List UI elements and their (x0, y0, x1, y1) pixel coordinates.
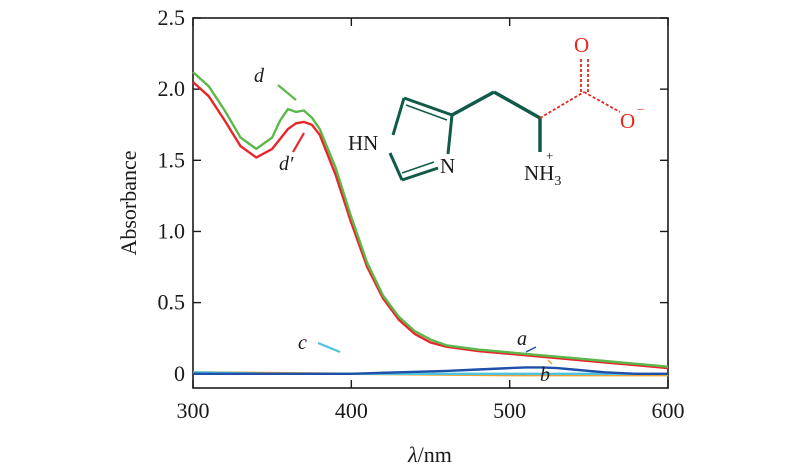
ring-bond-3 (446, 114, 454, 155)
y-tick-label: 2.5 (158, 5, 186, 30)
y-tick-label: 0.5 (158, 290, 186, 315)
ring-bond-5 (388, 152, 404, 181)
carboxyl-bond-3 (583, 91, 621, 113)
x-tick-label: 400 (335, 398, 368, 423)
chain-bond-1 (451, 90, 495, 117)
ring-bond-4b (401, 161, 435, 174)
ring-bond-1 (391, 97, 406, 136)
label-c: c (298, 332, 307, 354)
plot-frame (192, 17, 669, 389)
label-b: b (540, 364, 550, 386)
label-d: d (254, 65, 265, 87)
histidine-structure: HN N NH3 + O O − (348, 33, 644, 189)
label-a: a (517, 328, 527, 350)
x-tick-label: 300 (177, 398, 210, 423)
label-d-prime: d′ (279, 153, 294, 175)
y-tick-label: 1.5 (158, 147, 186, 172)
y-tick-label: 2.0 (158, 76, 186, 101)
carboxyl-bond-1 (539, 91, 585, 119)
atom-o-minus-charge: − (637, 102, 644, 117)
series-line-d-prime (192, 81, 669, 370)
series-layer (192, 71, 669, 377)
x-axis-ticks: 300 400 500 600 (177, 18, 685, 423)
atom-nh3-main: NH (524, 161, 554, 185)
label-d-prime-leader (292, 132, 305, 153)
x-axis-title: λ/nm (407, 442, 452, 467)
atom-n: N (440, 154, 455, 178)
chain-bond-2 (493, 90, 541, 120)
atom-nh3: NH3 (524, 161, 561, 189)
ring-bond-2 (403, 96, 453, 117)
x-tick-label: 600 (652, 398, 685, 423)
atom-hn: HN (348, 131, 378, 155)
y-axis-title: Absorbance (116, 150, 141, 255)
x-axis-title-symbol: λ (407, 442, 418, 467)
label-c-leader (317, 341, 341, 354)
y-axis-ticks: 0 0.5 1.0 1.5 2.0 2.5 (158, 5, 668, 386)
label-a-leader (525, 346, 537, 353)
atom-nh3-charge: + (546, 148, 553, 163)
atom-o-top: O (574, 33, 589, 57)
ring-bond-4 (401, 166, 439, 182)
x-tick-label: 500 (493, 398, 526, 423)
series-line-d (192, 71, 669, 368)
x-axis-title-unit: /nm (418, 442, 452, 467)
label-d-leader (277, 84, 297, 101)
label-b-leader (547, 359, 553, 365)
series-line-a (193, 366, 668, 375)
y-tick-label: 1.0 (158, 218, 186, 243)
atom-o-minus: O (620, 109, 635, 133)
atom-nh3-sub: 3 (554, 174, 561, 189)
ring-bond-2b (405, 104, 448, 121)
y-tick-label: 0 (174, 361, 185, 386)
